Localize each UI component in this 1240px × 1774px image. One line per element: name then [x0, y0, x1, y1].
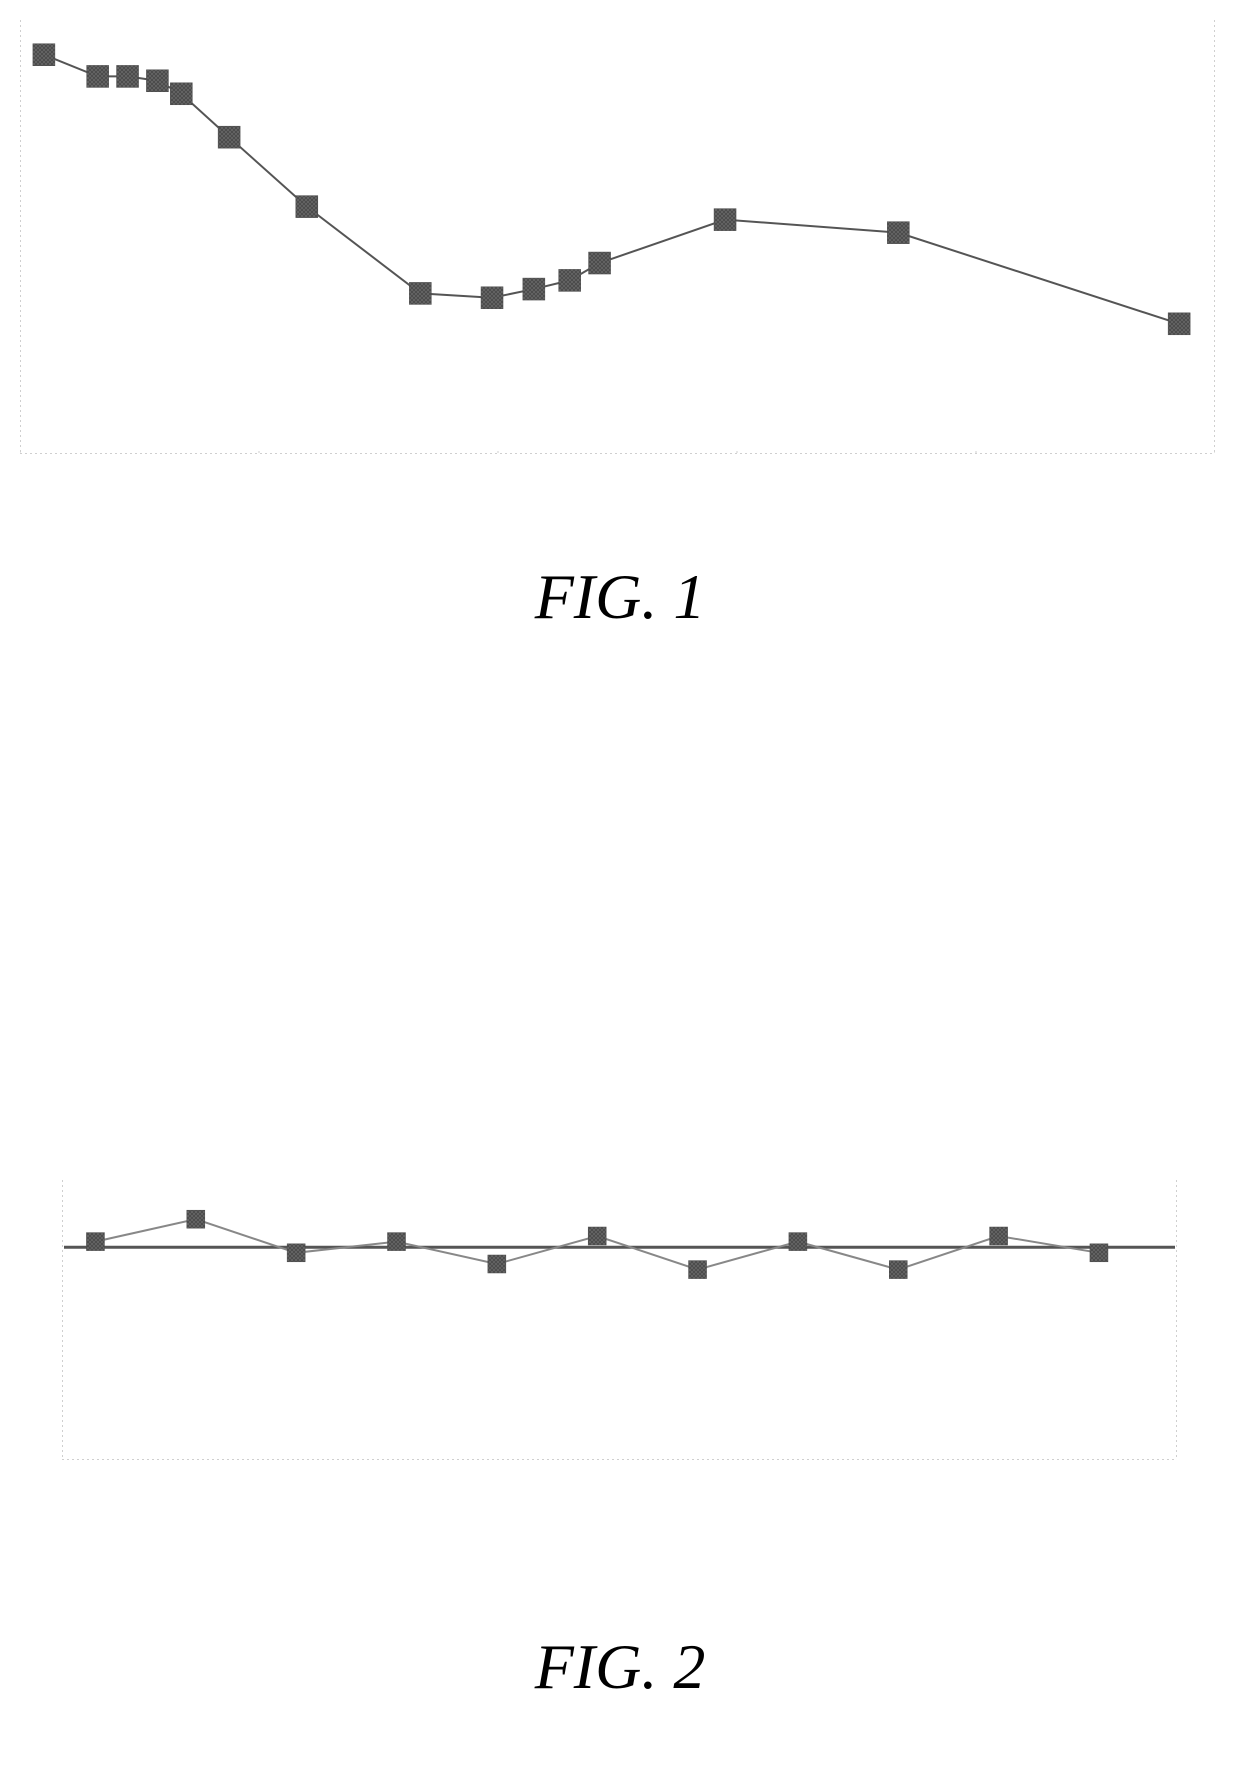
data-marker: [409, 282, 431, 304]
data-marker: [87, 65, 109, 87]
data-marker: [990, 1227, 1008, 1245]
data-marker: [887, 222, 909, 244]
data-marker: [170, 83, 192, 105]
data-marker: [589, 252, 611, 274]
fig2-caption: FIG. 2: [0, 1630, 1240, 1704]
page: FIG. 1 FIG. 2: [0, 0, 1240, 1774]
data-marker: [488, 1255, 506, 1273]
data-marker: [523, 278, 545, 300]
fig2-chart: [62, 1180, 1177, 1460]
data-marker: [86, 1233, 104, 1251]
fig1-caption: FIG. 1: [0, 560, 1240, 634]
data-marker: [1090, 1244, 1108, 1262]
data-marker: [146, 70, 168, 92]
data-marker: [287, 1244, 305, 1262]
data-marker: [588, 1227, 606, 1245]
fig1-chart: [20, 20, 1215, 454]
data-marker: [559, 269, 581, 291]
data-marker: [218, 126, 240, 148]
data-marker: [117, 65, 139, 87]
data-marker: [689, 1261, 707, 1279]
data-marker: [714, 209, 736, 231]
data-marker: [33, 44, 55, 66]
data-marker: [296, 196, 318, 218]
data-marker: [1168, 313, 1190, 335]
data-marker: [889, 1261, 907, 1279]
data-marker: [388, 1233, 406, 1251]
data-marker: [187, 1210, 205, 1228]
data-marker: [481, 287, 503, 309]
data-marker: [789, 1233, 807, 1251]
